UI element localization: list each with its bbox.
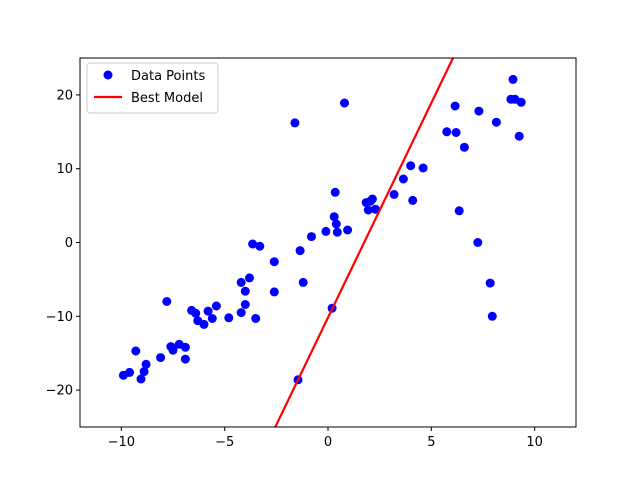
data-point	[168, 345, 178, 355]
data-point	[180, 354, 190, 364]
x-tick-label: 0	[324, 435, 332, 450]
y-tick-label: 0	[65, 236, 73, 251]
x-axis: −10 −5 0 5 10	[108, 427, 543, 450]
data-point	[199, 319, 209, 329]
data-point	[131, 346, 141, 356]
y-tick-label: −10	[46, 310, 73, 325]
data-point	[295, 246, 305, 256]
data-point	[255, 241, 265, 251]
data-point	[487, 311, 497, 321]
data-point	[236, 308, 246, 318]
x-tick-label: −5	[215, 435, 234, 450]
data-point	[251, 314, 261, 323]
data-point	[514, 131, 524, 141]
data-point	[343, 225, 353, 235]
series-layer	[118, 58, 526, 427]
data-point	[180, 342, 190, 352]
data-point	[398, 174, 408, 184]
legend: Data Points Best Model	[86, 62, 219, 114]
data-point	[141, 359, 151, 369]
data-point	[240, 300, 250, 309]
y-tick-label: 20	[56, 88, 73, 103]
data-point	[211, 301, 221, 311]
best-model-line	[274, 58, 454, 427]
data-point	[454, 206, 464, 216]
data-point	[485, 278, 495, 288]
data-point	[224, 313, 234, 323]
data-point	[451, 128, 461, 137]
data-point	[136, 374, 146, 384]
y-tick-label: 10	[56, 162, 73, 177]
data-point	[156, 353, 166, 363]
x-tick-label: 10	[526, 435, 543, 450]
y-axis: −20 −10 0 10 20	[46, 88, 80, 399]
data-point	[406, 161, 416, 171]
data-point	[450, 101, 460, 111]
data-point	[418, 163, 428, 173]
data-point	[516, 97, 526, 107]
data-point	[236, 277, 246, 287]
data-point	[473, 238, 483, 247]
data-point	[367, 194, 377, 204]
data-point	[491, 117, 501, 127]
data-point	[245, 273, 254, 283]
legend-label-best-model: Best Model	[131, 91, 203, 106]
data-point	[330, 187, 340, 197]
data-point	[508, 74, 518, 84]
data-point	[298, 277, 308, 287]
data-point	[290, 118, 300, 128]
data-point	[125, 367, 135, 377]
data-point	[248, 239, 258, 249]
data-point	[371, 204, 380, 214]
data-point	[329, 212, 339, 222]
legend-box	[86, 62, 219, 114]
data-point	[269, 287, 279, 297]
data-point	[269, 257, 279, 267]
data-point	[442, 127, 452, 137]
y-tick-label: −20	[46, 384, 73, 399]
data-point	[363, 205, 373, 215]
data-point	[474, 106, 484, 116]
data-point	[459, 142, 469, 152]
data-point	[340, 98, 349, 108]
data-point	[331, 219, 341, 229]
legend-label-data-points: Data Points	[131, 69, 205, 84]
x-tick-label: −10	[108, 435, 135, 450]
data-point	[191, 308, 201, 318]
data-point	[389, 190, 399, 199]
data-point	[307, 232, 316, 242]
data-point	[240, 286, 250, 296]
legend-marker-data-points	[103, 70, 113, 80]
data-point	[321, 226, 331, 236]
data-point	[162, 297, 172, 306]
data-point	[203, 306, 213, 316]
data-point	[408, 195, 418, 205]
data-point	[139, 367, 149, 377]
data-point	[207, 314, 217, 323]
data-point	[332, 227, 342, 237]
x-tick-label: 5	[427, 435, 435, 450]
